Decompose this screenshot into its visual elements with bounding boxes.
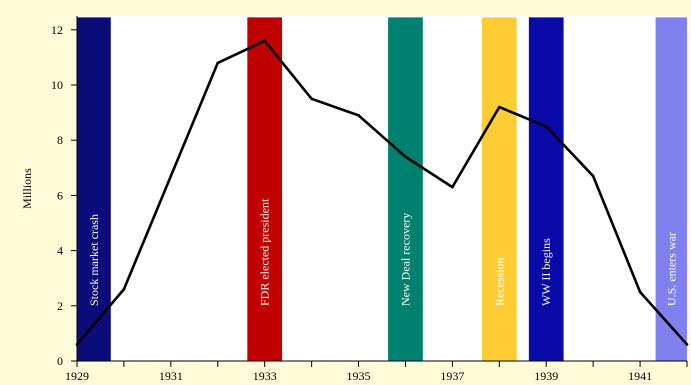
data-point-0-13 xyxy=(685,343,689,346)
data-point-0-9 xyxy=(498,105,501,109)
y-tick-label-3: 6 xyxy=(57,188,63,202)
data-point-0-3 xyxy=(216,61,220,65)
x-tick-label-1: 1931 xyxy=(159,369,183,383)
axes: 0 2 4 6 8 10 12 1929 1931 1933 1935 1937 1939 1941 xyxy=(51,16,688,383)
event-band-0 xyxy=(77,17,111,361)
event-band-2 xyxy=(388,17,423,361)
event-label-1: FDR elected president xyxy=(258,198,272,306)
plot-area xyxy=(77,16,687,361)
event-label-2: New Deal recovery xyxy=(398,213,412,306)
y-tick-label-5: 10 xyxy=(51,78,63,92)
x-tick-label-6: 1941 xyxy=(628,369,652,383)
y-tick-label-6: 12 xyxy=(51,23,63,37)
y-axis-title: Millions xyxy=(20,168,34,209)
data-point-0-8 xyxy=(451,185,454,189)
data-point-0-12 xyxy=(638,290,642,294)
data-point-0-10 xyxy=(544,125,548,128)
x-tick-label-3: 1935 xyxy=(347,369,371,383)
y-tick-label-4: 8 xyxy=(57,133,63,147)
y-tick-label-0: 0 xyxy=(57,354,63,368)
data-point-0-2 xyxy=(169,174,173,178)
x-tick-label-5: 1939 xyxy=(534,369,558,383)
series-line-0 xyxy=(76,39,688,346)
event-bands: Stock market crash FDR elected president N… xyxy=(77,17,687,361)
x-tick-label-2: 1933 xyxy=(253,369,277,383)
y-tick-label-1: 2 xyxy=(57,299,63,313)
event-label-0: Stock market crash xyxy=(87,214,101,306)
x-tick-label-0: 1929 xyxy=(65,369,89,383)
event-band-5 xyxy=(655,17,687,361)
event-band-1 xyxy=(247,17,283,361)
data-point-0-7 xyxy=(404,155,407,159)
data-point-0-11 xyxy=(591,174,595,178)
event-label-4: WW II begins xyxy=(539,238,553,306)
event-label-5: U.S. enters war xyxy=(664,232,678,306)
event-band-4 xyxy=(528,17,564,361)
event-band-3 xyxy=(481,17,517,361)
data-point-0-5 xyxy=(310,97,313,101)
data-line-layer xyxy=(75,39,689,346)
data-point-0-4 xyxy=(263,39,266,43)
data-point-0-1 xyxy=(122,287,126,291)
y-tick-label-2: 4 xyxy=(57,244,63,258)
data-point-0-6 xyxy=(357,114,360,117)
x-tick-label-4: 1937 xyxy=(440,369,464,383)
event-label-3: Recession xyxy=(492,257,506,306)
